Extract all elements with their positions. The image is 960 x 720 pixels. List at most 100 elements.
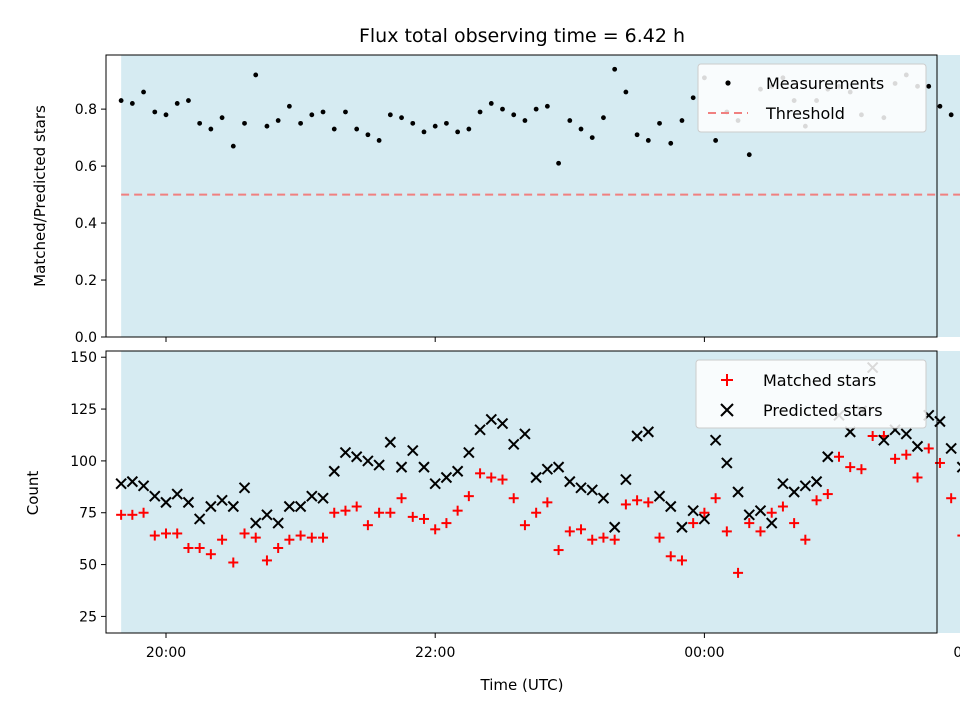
matched-star-point — [632, 495, 643, 506]
predicted-star-point — [608, 521, 621, 533]
predicted-star-point — [171, 488, 183, 500]
predicted-star-point — [272, 517, 284, 529]
legend-label-measurements: Measurements — [766, 74, 884, 93]
matched-star-point — [800, 534, 811, 545]
matched-star-point — [755, 526, 766, 537]
predicted-star-point — [193, 513, 206, 525]
predicted-star-point — [328, 465, 340, 477]
measurement-point — [118, 98, 124, 103]
y-tick-label: 0.2 — [75, 273, 97, 289]
measurement-point — [343, 109, 348, 115]
matched-star-point — [250, 532, 261, 543]
measurement-point — [152, 109, 158, 115]
matched-star-point — [161, 528, 171, 539]
matched-star-point — [318, 532, 329, 543]
y-tick-label: 75 — [79, 506, 97, 522]
predicted-star-point — [878, 434, 890, 446]
measurement-point — [320, 109, 326, 115]
measurement-point — [522, 118, 528, 123]
measurement-point — [444, 120, 449, 126]
matched-star-point — [811, 495, 822, 506]
matched-star-point — [149, 530, 160, 541]
measurement-point — [926, 83, 932, 89]
matched-star-point — [239, 528, 250, 539]
measurement-point — [466, 126, 472, 132]
matched-star-point — [497, 474, 508, 485]
legend-marker-predicted — [720, 403, 734, 417]
predicted-star-points — [115, 361, 960, 533]
predicted-star-point — [440, 471, 453, 484]
matched-star-point — [699, 507, 710, 518]
predicted-star-point — [362, 455, 374, 467]
measurement-point — [690, 95, 696, 101]
matched-star-point — [217, 534, 228, 545]
measurement-point — [455, 129, 461, 135]
predicted-star-point — [822, 451, 834, 463]
predicted-star-point — [564, 475, 576, 488]
y-tick-label: 25 — [79, 609, 97, 625]
predicted-star-point — [227, 500, 240, 513]
measurement-point — [713, 138, 719, 143]
measurement-point — [399, 115, 404, 121]
predicted-star-point — [900, 428, 913, 440]
legend-label-predicted: Predicted stars — [763, 401, 883, 420]
matched-star-point — [834, 451, 844, 462]
measurement-point — [477, 109, 483, 115]
measurement-point — [533, 106, 539, 112]
predicted-star-point — [732, 486, 744, 498]
measurement-point — [275, 118, 281, 123]
matched-star-point — [643, 497, 654, 508]
predicted-star-point — [339, 446, 352, 459]
predicted-star-point — [642, 426, 655, 438]
predicted-star-point — [597, 492, 610, 504]
matched-star-point — [127, 509, 138, 520]
matched-star-point — [822, 489, 833, 500]
measurement-point — [219, 115, 225, 121]
x-tick-label: 00:00 — [684, 645, 724, 661]
measurement-point — [511, 112, 517, 118]
matched-star-point — [654, 532, 665, 543]
measurement-point — [612, 66, 618, 72]
matched-star-point — [721, 526, 732, 537]
predicted-star-point — [956, 461, 960, 473]
legend-label-matched: Matched stars — [763, 371, 876, 390]
matched-star-point — [441, 518, 452, 529]
matched-star-point — [856, 464, 867, 475]
matched-star-point — [452, 505, 463, 516]
measurement-point — [589, 135, 595, 141]
legend-marker-measurements — [725, 80, 731, 86]
bottom-y-axis-label: Count — [24, 471, 42, 516]
matched-star-point — [329, 507, 340, 518]
predicted-star-point — [373, 459, 385, 471]
matched-star-point — [923, 443, 934, 454]
predicted-star-point — [306, 490, 318, 502]
y-tick-label: 0.6 — [75, 159, 97, 175]
matched-star-point — [766, 507, 777, 518]
matched-star-point — [946, 493, 957, 504]
matched-star-point — [867, 431, 878, 442]
y-tick-label: 125 — [70, 402, 97, 418]
predicted-star-point — [261, 509, 273, 521]
matched-star-point — [172, 528, 183, 539]
measurement-point — [937, 103, 943, 109]
matched-star-point — [430, 524, 441, 535]
matched-star-point — [957, 534, 960, 537]
chart-title: Flux total observing time = 6.42 h — [359, 25, 685, 47]
predicted-star-point — [709, 434, 722, 446]
predicted-star-point — [631, 430, 643, 442]
matched-star-point — [553, 545, 564, 556]
matched-star-point — [183, 542, 194, 553]
measurement-point — [657, 120, 662, 126]
measurement-point — [488, 101, 494, 106]
measurement-point — [387, 112, 393, 118]
matched-star-point — [396, 493, 407, 504]
legend-marker-matched — [721, 374, 733, 386]
predicted-star-point — [653, 490, 666, 502]
predicted-star-point — [676, 521, 688, 533]
x-axis-label: Time (UTC) — [480, 676, 564, 694]
predicted-star-point — [250, 517, 262, 529]
top-x-ticks — [165, 337, 705, 342]
predicted-star-point — [115, 477, 127, 490]
predicted-star-point — [665, 500, 677, 513]
